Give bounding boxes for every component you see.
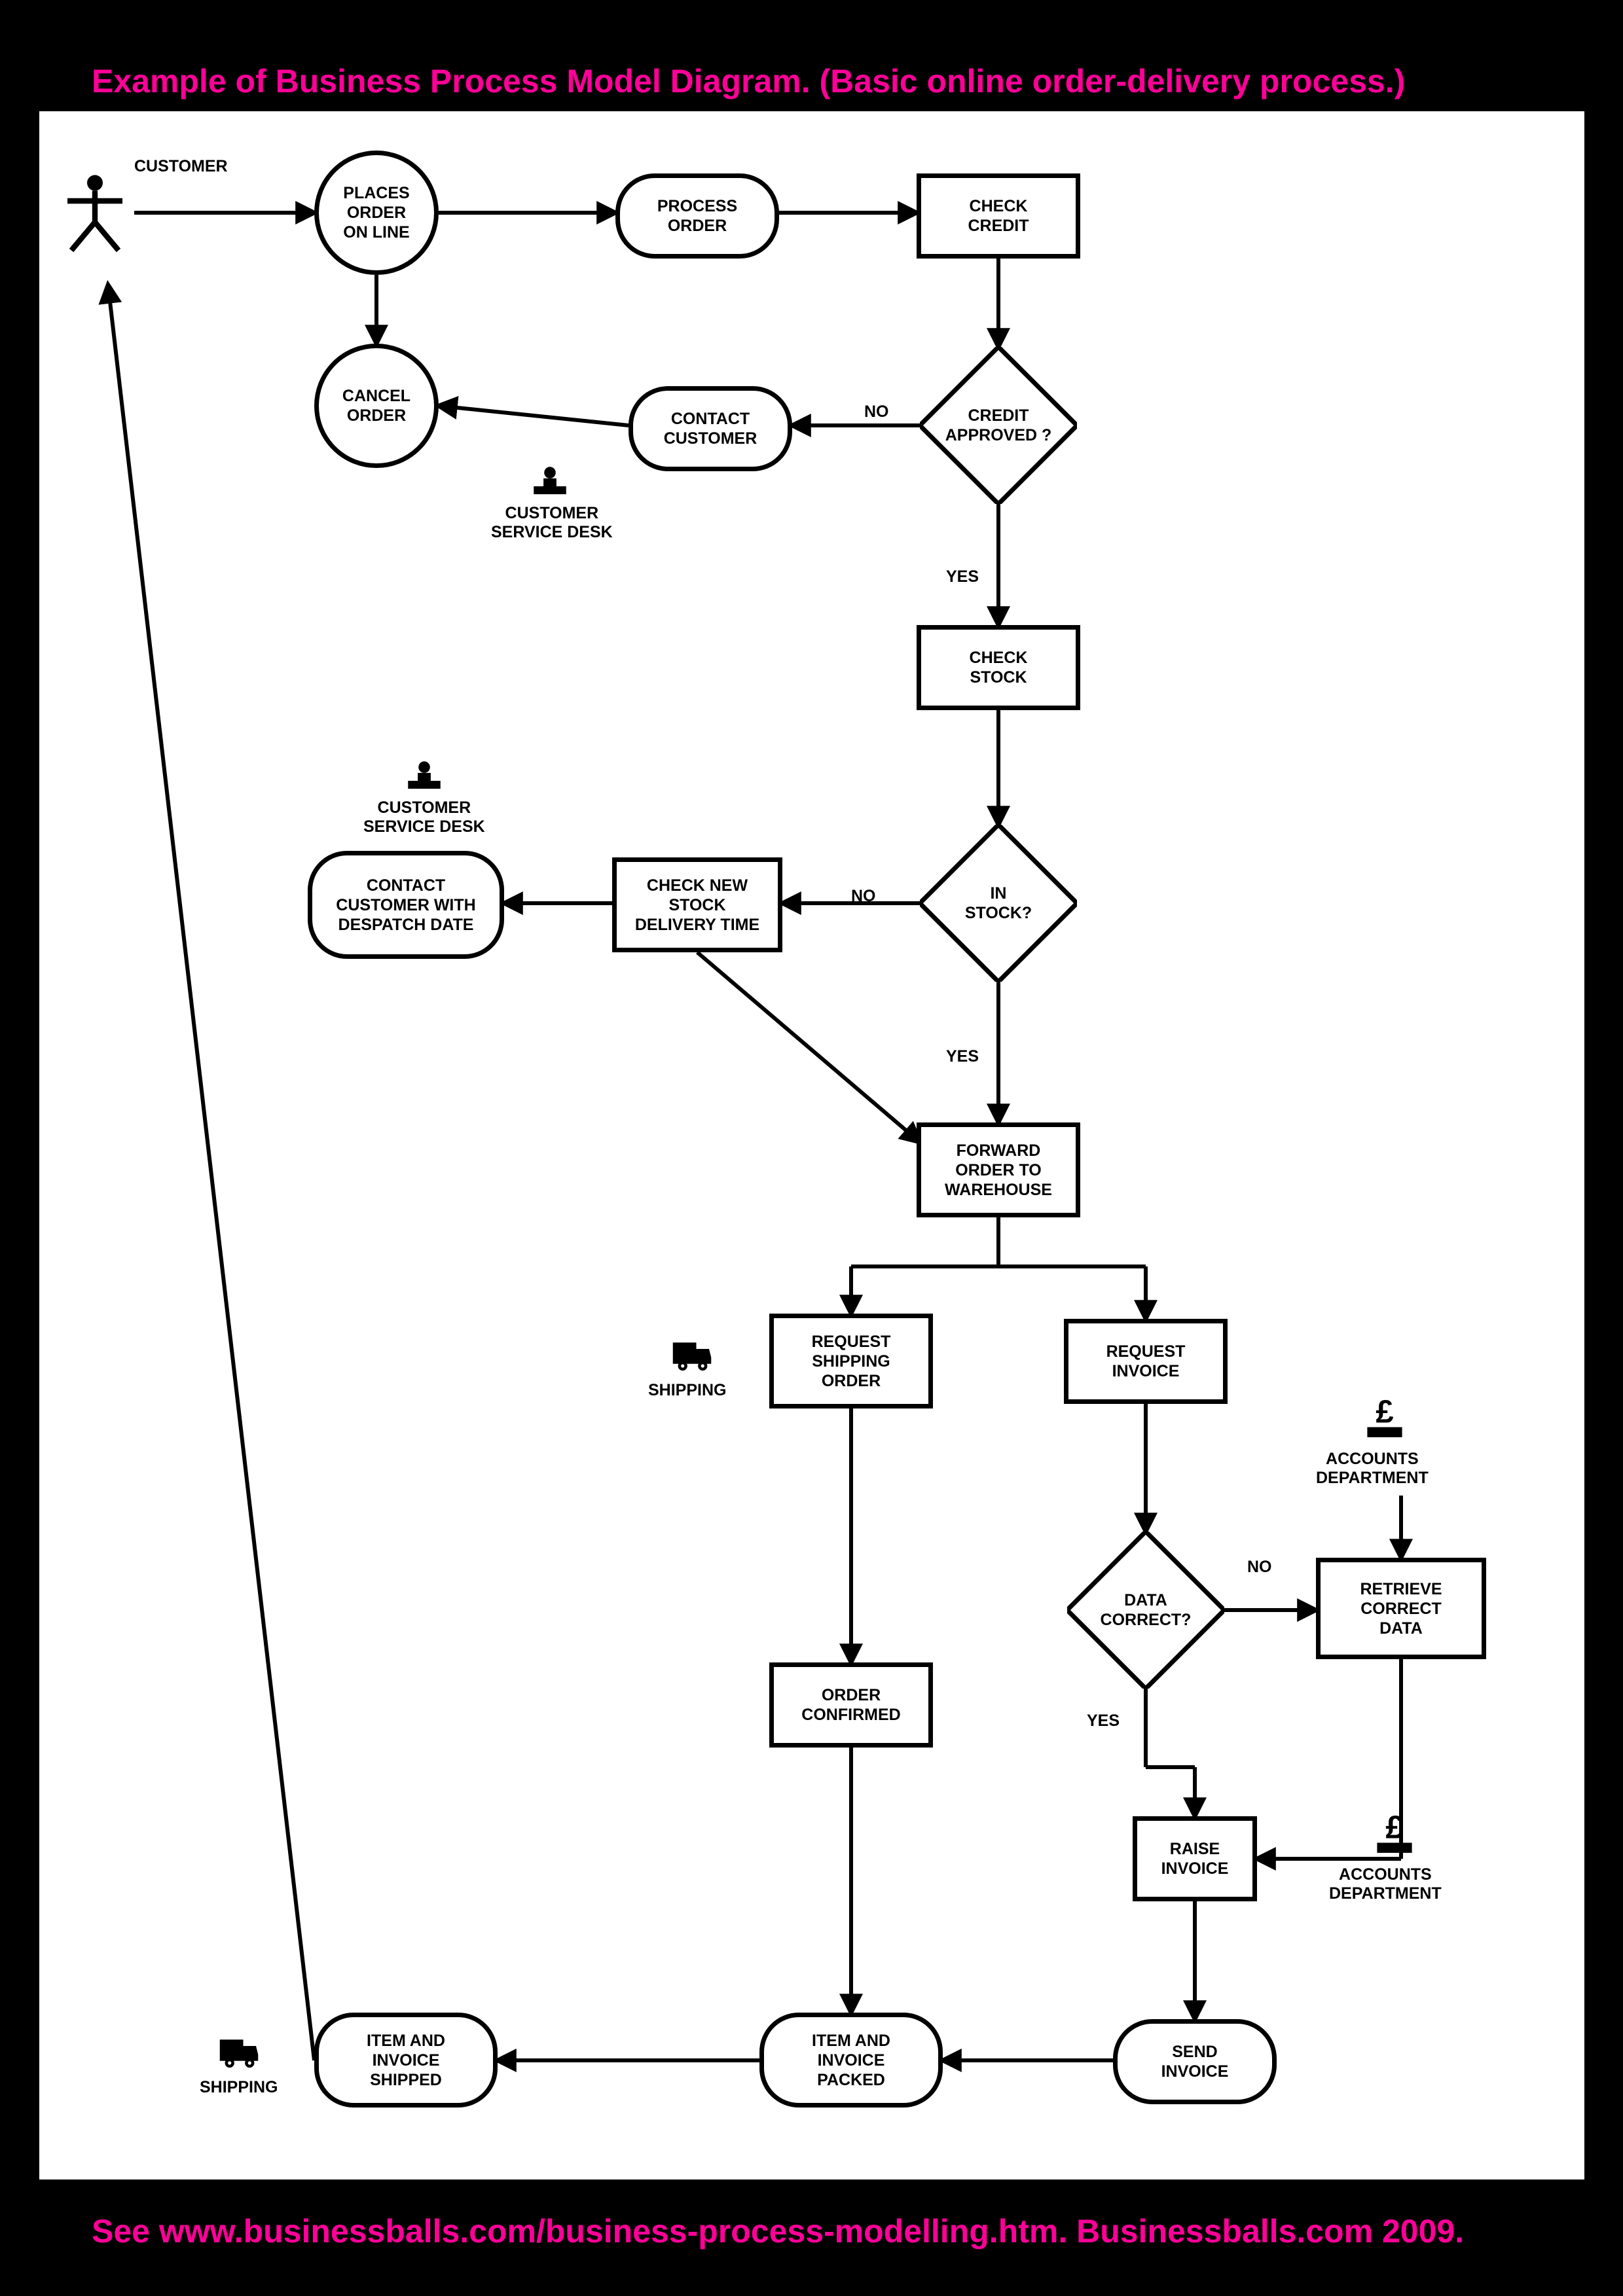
node-req_shipping: REQUEST SHIPPING ORDER — [769, 1314, 933, 1408]
label-lbl_accounts2: ACCOUNTS DEPARTMENT — [1329, 1865, 1442, 1903]
node-send_invoice: SEND INVOICE — [1113, 2019, 1277, 2104]
edge — [439, 406, 629, 425]
node-process_order: PROCESS ORDER — [615, 173, 779, 259]
node-req_invoice: REQUEST INVOICE — [1064, 1319, 1228, 1404]
label-lbl_no3: NO — [1247, 1558, 1272, 1577]
label-lbl_yes3: YES — [1087, 1712, 1120, 1731]
label-lbl_shipping1: SHIPPING — [648, 1381, 726, 1400]
van-icon — [206, 2029, 272, 2072]
node-item_packed: ITEM AND INVOICE PACKED — [759, 2013, 943, 2108]
label-lbl_no1: NO — [864, 403, 889, 422]
edge — [697, 952, 920, 1142]
label-lbl_accounts1: ACCOUNTS DEPARTMENT — [1316, 1450, 1429, 1488]
node-cancel_order: CANCEL ORDER — [314, 344, 439, 468]
node-retrieve_data: RETRIEVE CORRECT DATA — [1316, 1558, 1486, 1659]
pound-icon: £ — [1372, 1813, 1417, 1859]
node-credit_approved: CREDIT APPROVED ? — [920, 347, 1077, 504]
node-data_correct: DATA CORRECT? — [1067, 1532, 1224, 1689]
stick-icon — [56, 147, 134, 278]
node-raise_invoice: RAISE INVOICE — [1133, 1816, 1257, 1901]
van-icon — [659, 1332, 725, 1374]
diagram-canvas: PLACES ORDER ON LINE PROCESS ORDER CHECK C… — [39, 111, 1584, 2179]
stage: Example of Business Process Model Diagra… — [0, 0, 1623, 2296]
node-places_order: PLACES ORDER ON LINE — [314, 151, 439, 275]
desk-icon — [524, 465, 576, 501]
node-check_credit: CHECK CREDIT — [917, 173, 1080, 259]
page-footer: See www.businessballs.com/business-proce… — [92, 2212, 1464, 2250]
edge — [108, 285, 314, 2060]
desk-icon — [398, 759, 450, 795]
node-order_confirmed: ORDER CONFIRMED — [769, 1662, 933, 1748]
node-in_stock: IN STOCK? — [920, 825, 1077, 982]
label-lbl_customer: CUSTOMER — [134, 157, 228, 176]
label-lbl_yes1: YES — [946, 567, 979, 586]
node-item_shipped: ITEM AND INVOICE SHIPPED — [314, 2013, 498, 2108]
label-lbl_csd1: CUSTOMER SERVICE DESK — [491, 504, 613, 542]
label-lbl_shipping2: SHIPPING — [200, 2078, 278, 2097]
pound-icon: £ — [1362, 1397, 1408, 1443]
label-lbl_csd2: CUSTOMER SERVICE DESK — [363, 798, 485, 836]
label-lbl_no2: NO — [851, 887, 876, 906]
node-check_stock: CHECK STOCK — [917, 625, 1080, 710]
node-forward_wh: FORWARD ORDER TO WAREHOUSE — [917, 1122, 1080, 1217]
label-lbl_yes2: YES — [946, 1047, 979, 1066]
node-check_new_stock: CHECK NEW STOCK DELIVERY TIME — [612, 857, 782, 952]
node-contact_dispatch: CONTACT CUSTOMER WITH DESPATCH DATE — [308, 851, 504, 959]
svg-text:£: £ — [1385, 1813, 1403, 1846]
node-contact_cust: CONTACT CUSTOMER — [629, 386, 792, 471]
svg-text:£: £ — [1376, 1397, 1393, 1430]
page-title: Example of Business Process Model Diagra… — [92, 62, 1405, 100]
